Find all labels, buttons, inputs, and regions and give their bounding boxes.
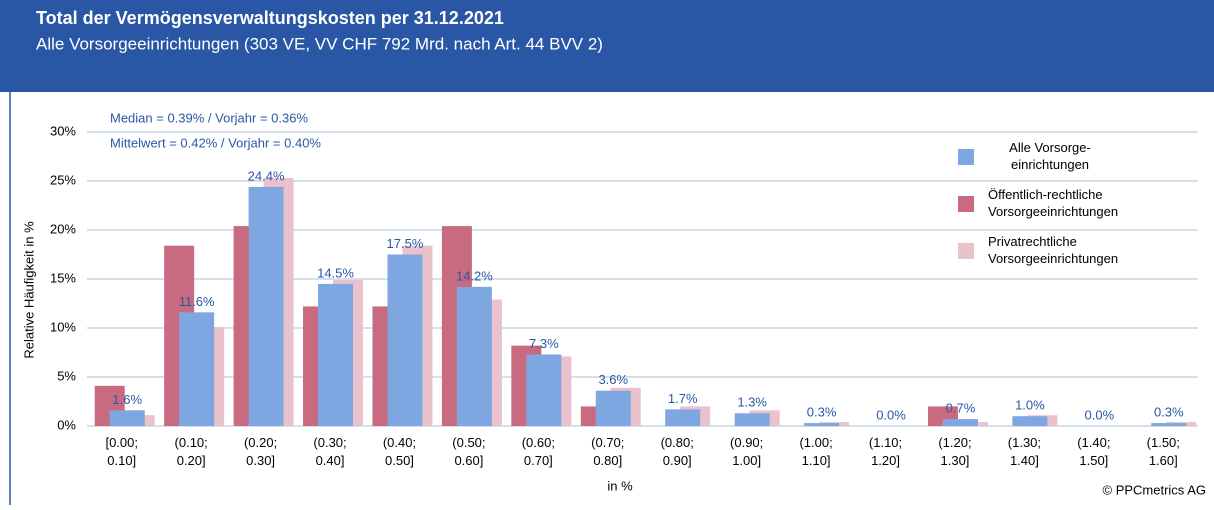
legend-swatch [958,149,974,165]
x-tick-label: (1.30; 1.40] [1008,435,1041,468]
x-tick-label: [0.00; 0.10] [105,435,138,468]
bar [804,423,840,426]
data-label: 24.4% [248,168,285,183]
bar [665,409,701,426]
header-band [0,0,1214,92]
x-tick-label: (0.40; 0.50] [383,435,416,468]
data-label: 1.3% [737,395,767,410]
y-tick-label: 0% [57,417,76,432]
source-note: © PPCmetrics AG [1103,482,1207,497]
x-tick-label: (0.60; 0.70] [522,435,555,468]
data-label: 0.3% [807,404,837,419]
y-tick-label: 10% [50,319,76,334]
bar [109,410,145,426]
x-tick-label: (1.40; 1.50] [1077,435,1110,468]
x-tick-label: (0.90; 1.00] [730,435,763,468]
x-tick-label: (0.30; 0.40] [313,435,346,468]
legend-label: Privatrechtliche Vorsorgeeinrichtungen [988,234,1118,266]
bar [387,254,423,426]
x-tick-label: (1.10; 1.20] [869,435,902,468]
y-tick-label: 15% [50,270,76,285]
data-label: 14.5% [317,265,354,280]
bar [734,413,770,426]
bar [595,390,631,426]
annotation: Mittelwert = 0.42% / Vorjahr = 0.40% [110,135,321,150]
chart-subtitle: Alle Vorsorgeeinrichtungen (303 VE, VV C… [36,34,603,53]
data-label: 0.0% [876,407,906,422]
data-label: 0.7% [946,401,976,416]
data-label: 1.0% [1015,398,1045,413]
data-label: 7.3% [529,336,559,351]
x-tick-label: (1.00; 1.10] [799,435,832,468]
data-label: 11.6% [179,294,215,309]
chart-title: Total der Vermögensverwaltungskosten per… [36,8,504,28]
data-label: 1.6% [112,392,142,407]
bar [1012,416,1048,426]
data-label: 1.7% [668,391,698,406]
bar [318,283,354,426]
y-tick-label: 25% [50,172,76,187]
data-label: 14.2% [456,268,493,283]
x-tick-label: (1.50; 1.60] [1147,435,1180,468]
legend-swatch [958,196,974,212]
data-label: 0.3% [1154,404,1184,419]
bar [526,354,562,426]
x-tick-label: (1.20; 1.30] [938,435,971,468]
x-tick-label: (0.20; 0.30] [244,435,277,468]
annotation: Median = 0.39% / Vorjahr = 0.36% [110,110,308,125]
legend-label: Öffentlich-rechtliche Vorsorgeeinrichtung… [988,187,1118,219]
legend-swatch [958,243,974,259]
legend-label: Alle Vorsorge-einrichtungen [1009,140,1091,172]
x-tick-label: (0.70; 0.80] [591,435,624,468]
x-axis-label: in % [607,478,633,493]
y-axis-label: Relative Häufigkeit in % [21,221,36,359]
bar [456,286,492,426]
x-tick-label: (0.80; 0.90] [661,435,694,468]
bar [942,419,978,426]
data-label: 0.0% [1085,407,1115,422]
bar [1151,423,1187,426]
x-tick-label: (0.10; 0.20] [175,435,208,468]
bar [248,186,284,426]
y-tick-label: 20% [50,221,76,236]
bar [179,312,215,426]
data-label: 17.5% [387,236,424,251]
data-label: 3.6% [598,372,628,387]
y-tick-label: 5% [57,368,76,383]
y-tick-label: 30% [50,123,76,138]
x-tick-label: (0.50; 0.60] [452,435,485,468]
